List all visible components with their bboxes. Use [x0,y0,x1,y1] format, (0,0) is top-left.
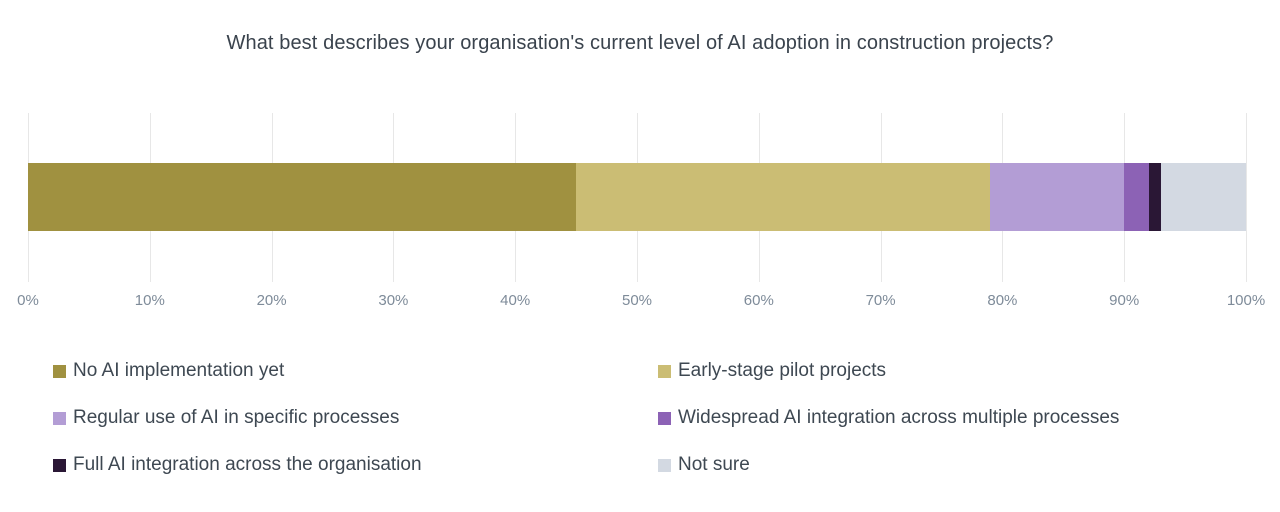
x-tick-label: 100% [1226,292,1266,309]
legend-item[interactable]: Early-stage pilot projects [658,358,1119,384]
x-tick-label: 90% [1109,292,1140,309]
legend-item[interactable]: Widespread AI integration across multipl… [658,405,1119,431]
x-tick-label: 10% [134,292,165,309]
legend-label: Early-stage pilot projects [678,360,887,381]
legend-label: Not sure [678,454,750,475]
legend: No AI implementation yet Early-stage pilo… [53,358,1119,478]
legend-swatch [53,411,66,425]
gridline [1246,113,1247,282]
bar-segment[interactable] [576,163,991,231]
x-tick-label: 0% [17,292,39,309]
x-tick-label: 60% [743,292,774,309]
legend-swatch [53,458,66,472]
bar-segment[interactable] [1160,163,1246,231]
legend-label: Regular use of AI in specific processes [73,407,400,428]
x-axis-labels: 0% 10% 20% 30% 40% 50% 60% 70% 80% 90% 100% [17,292,1265,314]
legend-swatch [658,411,671,425]
legend-item[interactable]: Not sure [658,452,1119,478]
legend-swatch [658,364,671,378]
legend-item[interactable]: Full AI integration across the organisat… [53,452,658,478]
legend-item[interactable]: Regular use of AI in specific processes [53,405,658,431]
legend-label: Full AI integration across the organisat… [73,454,422,475]
legend-label: Widespread AI integration across multipl… [678,407,1120,428]
stacked-bar [28,163,1246,231]
bar-segment[interactable] [1124,163,1149,231]
legend-swatch [53,364,66,378]
legend-swatch [658,458,671,472]
legend-item[interactable]: No AI implementation yet [53,358,658,384]
bar-segment[interactable] [28,163,577,231]
x-tick-label: 70% [865,292,896,309]
bar-segment[interactable] [990,163,1125,231]
x-tick-label: 80% [987,292,1018,309]
x-tick-label: 40% [500,292,531,309]
x-tick-label: 20% [256,292,287,309]
x-tick-label: 50% [621,292,653,309]
chart-title: What best describes your organisation's … [226,32,1054,54]
plot-area [28,113,1247,282]
x-tick-label: 30% [378,292,409,309]
bar-segment[interactable] [1148,163,1161,231]
legend-label: No AI implementation yet [73,360,285,381]
